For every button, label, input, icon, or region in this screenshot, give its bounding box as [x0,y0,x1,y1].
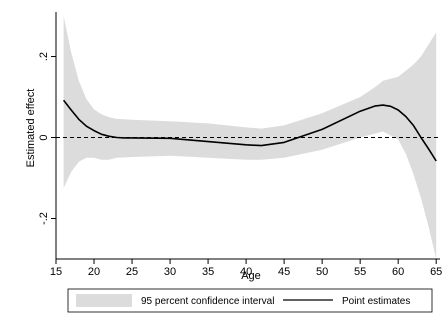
x-tick-label: 55 [354,266,366,278]
x-axis-title: Age [241,270,261,282]
y-tick-label: -.2 [38,212,50,225]
x-tick-label: 25 [126,266,138,278]
x-tick-label: 60 [392,266,404,278]
legend-box [67,288,433,313]
y-axis-title: Estimated effect [25,89,37,168]
axes: 15 20 25 30 35 40 45 50 55 60 65 -.2 0 .2 [38,12,442,278]
y-tick-label: 0 [38,134,50,140]
x-tick-label: 40 [240,266,252,278]
legend-ci-label: 95 percent confidence interval [141,296,274,307]
plot-area [56,16,440,259]
legend-ci-swatch [76,294,132,307]
legend-point-label: Point estimates [342,296,410,307]
y-tick-label: .2 [38,52,50,61]
x-tick-label: 50 [316,266,328,278]
legend: 95 percent confidence interval Point est… [67,288,433,313]
x-tick-label: 45 [278,266,290,278]
x-tick-label: 30 [164,266,176,278]
x-tick-label: 65 [430,266,442,278]
confidence-band [63,16,437,259]
x-tick-label: 15 [50,266,62,278]
x-tick-label: 20 [88,266,100,278]
x-tick-label: 35 [202,266,214,278]
point-estimates-line [62,99,437,162]
